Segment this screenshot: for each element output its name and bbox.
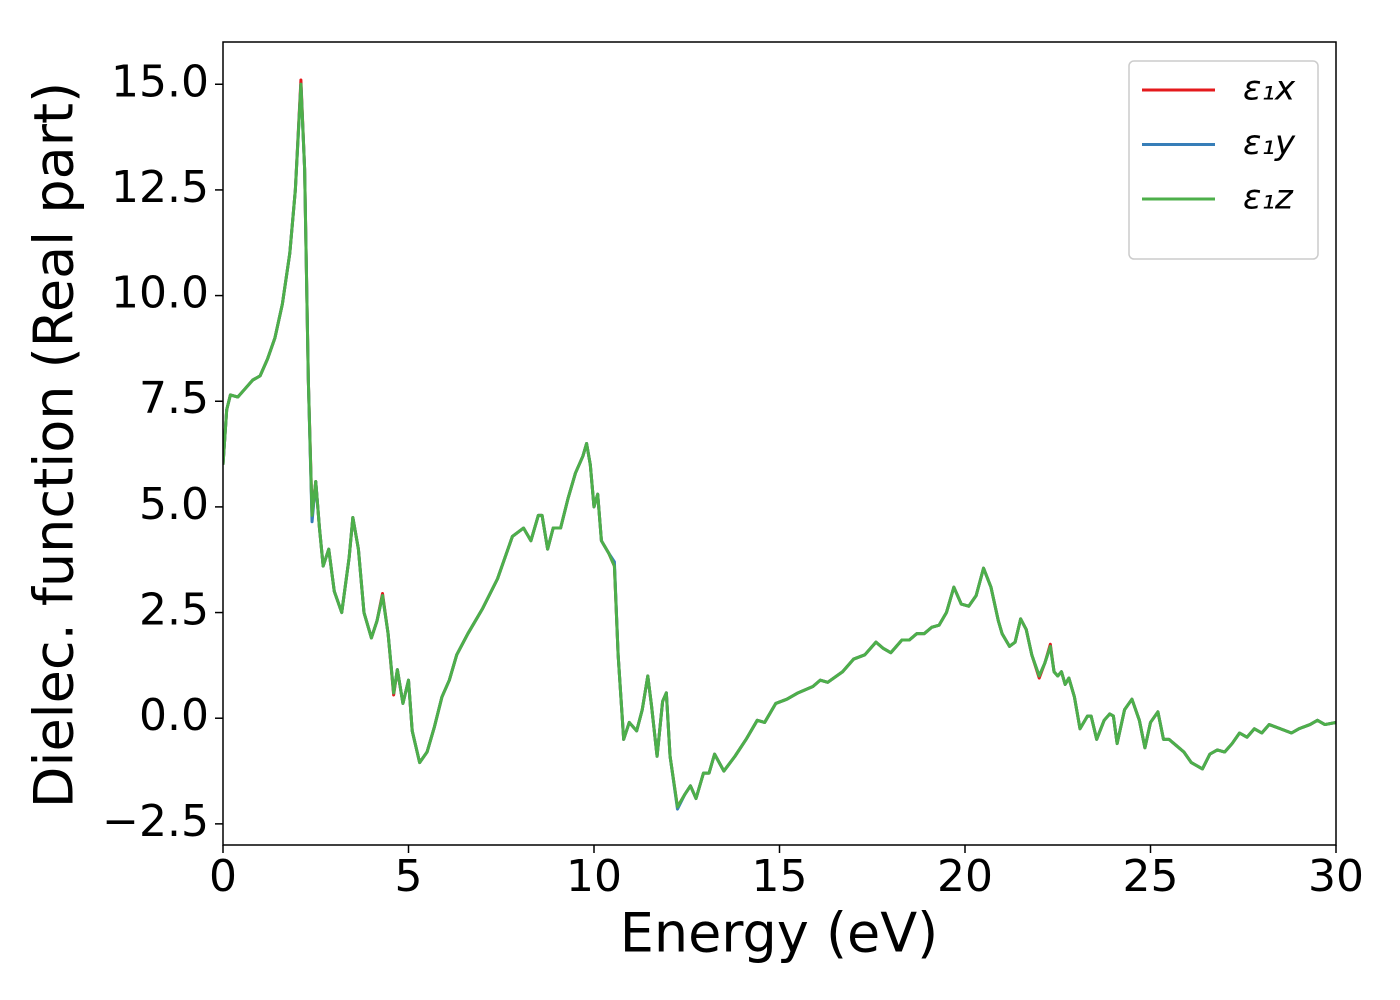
- y-tick-label: 0.0: [139, 690, 209, 741]
- legend-box: [1128, 60, 1319, 260]
- legend-label: ε₁z: [1243, 178, 1294, 218]
- y-tick-label: 5.0: [139, 479, 209, 530]
- y-tick-label: 15.0: [111, 56, 209, 107]
- y-tick-label: 2.5: [139, 585, 209, 636]
- series-line: [223, 82, 1336, 809]
- legend-label: ε₁x: [1243, 69, 1296, 109]
- y-tick-label: 7.5: [139, 373, 209, 424]
- y-axis-label: Dielec. function (Real part): [23, 82, 86, 808]
- x-tick-label: 5: [395, 851, 423, 902]
- y-tick-label: 10.0: [111, 268, 209, 319]
- x-tick-label: 20: [937, 851, 993, 902]
- x-axis-label: Energy (eV): [620, 902, 939, 965]
- x-tick-label: 0: [209, 851, 237, 902]
- y-tick-label: −2.5: [102, 796, 209, 847]
- y-tick-label: 12.5: [111, 162, 209, 213]
- x-tick-label: 25: [1123, 851, 1179, 902]
- x-tick-label: 15: [752, 851, 808, 902]
- plot-frame: [222, 41, 1337, 846]
- x-tick-label: 30: [1308, 851, 1364, 902]
- legend-label: ε₁y: [1243, 123, 1296, 163]
- x-tick-label: 10: [566, 851, 622, 902]
